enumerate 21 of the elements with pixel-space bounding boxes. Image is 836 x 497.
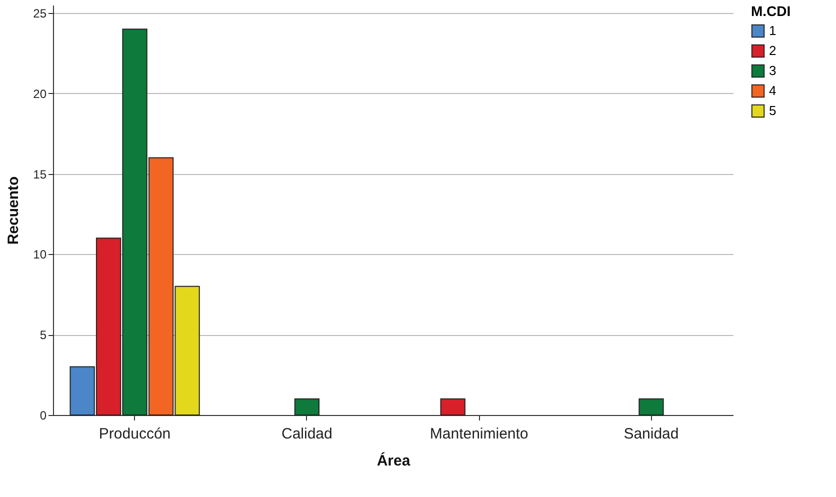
x-tick-label: Mantenimiento: [430, 426, 528, 442]
y-tick-label: 5: [40, 328, 47, 342]
y-tick-label: 15: [33, 167, 47, 182]
legend-title: M.CDI: [751, 3, 791, 19]
x-tick-label: Sanidad: [624, 426, 679, 442]
legend-label: 3: [769, 63, 776, 78]
y-tick-label: 20: [33, 86, 47, 101]
y-axis-title: Recuento: [5, 176, 22, 245]
bar: [638, 398, 664, 416]
x-tick-label: Produccón: [98, 426, 171, 442]
bar: [294, 398, 320, 416]
x-tick-label: Calidad: [281, 426, 332, 442]
legend-label: 4: [769, 83, 776, 98]
legend-label: 5: [769, 103, 776, 118]
x-axis-title: Área: [376, 452, 411, 470]
legend-label: 2: [769, 43, 776, 58]
bar: [440, 398, 466, 416]
y-tick-label: 0: [40, 408, 47, 422]
legend-label: 1: [769, 23, 776, 38]
y-tick-label: 25: [33, 6, 47, 21]
y-tick-label: 10: [33, 248, 47, 262]
